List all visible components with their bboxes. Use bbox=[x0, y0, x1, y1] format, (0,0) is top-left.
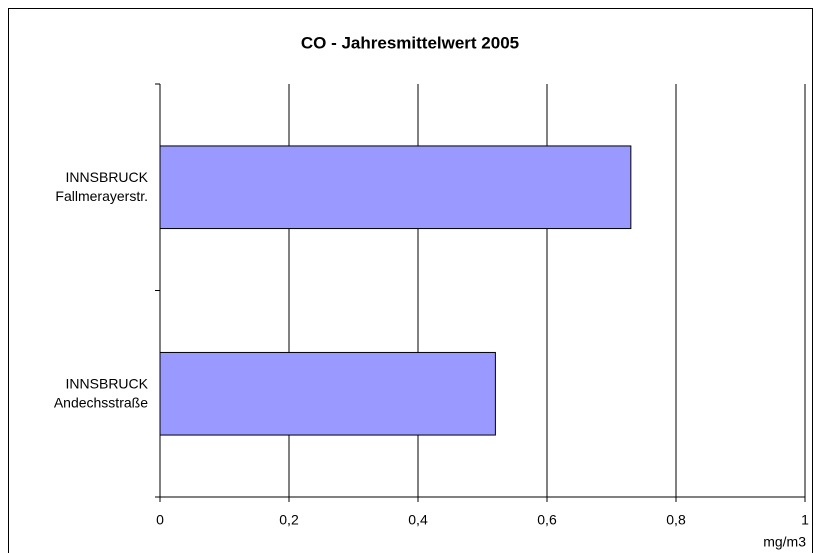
x-tick-label: 0,6 bbox=[537, 512, 557, 528]
x-tick-label: 0,2 bbox=[279, 512, 299, 528]
bar bbox=[159, 145, 632, 230]
y-tick-label-line: INNSBRUCK bbox=[66, 375, 149, 391]
y-tick-label-line: Fallmerayerstr. bbox=[55, 187, 148, 203]
chart-frame bbox=[8, 8, 813, 553]
x-axis-label: mg/m3 bbox=[763, 534, 806, 550]
bar bbox=[159, 351, 496, 436]
x-tick-label: 0,4 bbox=[408, 512, 428, 528]
y-tick-label: INNSBRUCK Fallmerayerstr. bbox=[55, 168, 148, 203]
x-tick-label: 0,8 bbox=[666, 512, 686, 528]
y-tick-label-line: Andechsstraße bbox=[54, 394, 148, 410]
y-tick-label-line: INNSBRUCK bbox=[66, 168, 149, 184]
chart-title: CO - Jahresmittelwert 2005 bbox=[301, 33, 519, 52]
x-tick-label: 0 bbox=[156, 512, 164, 528]
y-tick-label: INNSBRUCK Andechsstraße bbox=[54, 375, 149, 410]
x-tick-label: 1 bbox=[801, 512, 809, 528]
